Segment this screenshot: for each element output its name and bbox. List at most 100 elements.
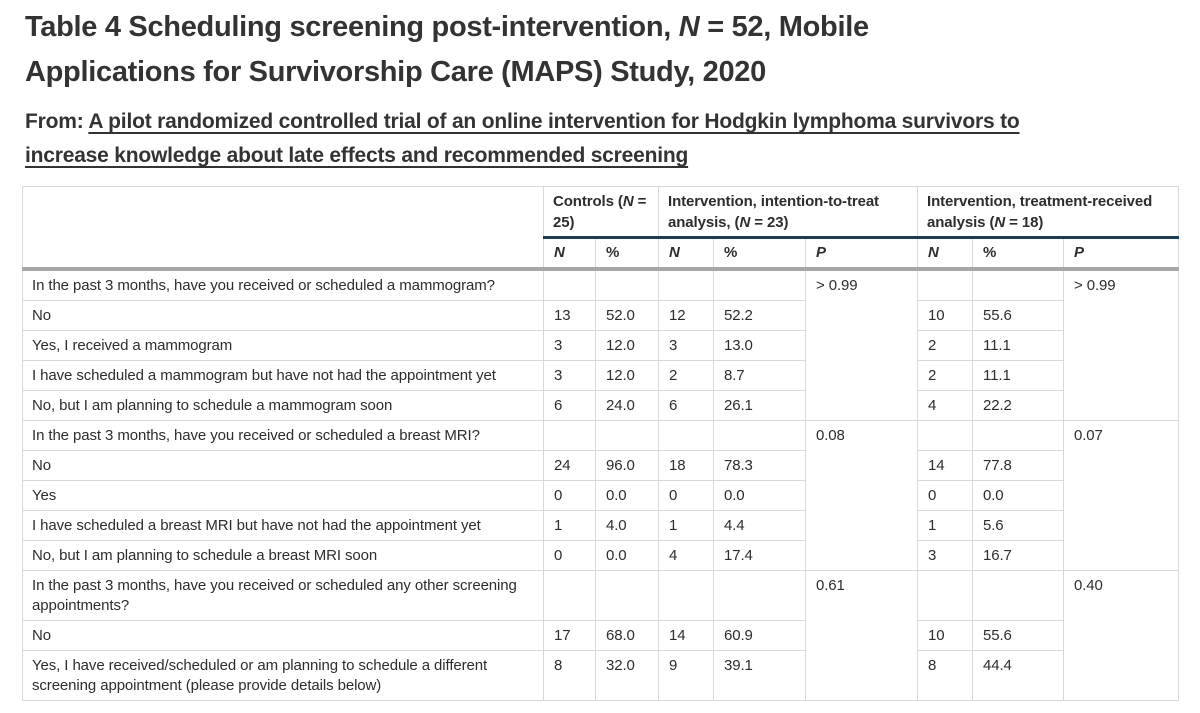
value-cell: 4.0	[595, 510, 659, 541]
col-header-tr-pct: %	[972, 237, 1064, 270]
title-text-pre: Table 4 Scheduling screening post-interv…	[25, 11, 679, 43]
value-cell: 1	[543, 510, 596, 541]
value-cell: 0.0	[595, 540, 659, 571]
value-cell: 39.1	[713, 650, 806, 701]
value-cell: 8.7	[713, 360, 806, 391]
answer-row: Yes, I received a mammogram 3 12.0 3 13.0 2 11…	[22, 330, 1179, 361]
empty-cell	[595, 570, 659, 621]
value-cell: 11.1	[972, 330, 1064, 361]
p-value-itt: > 0.99	[805, 267, 918, 421]
answer-label: No	[22, 450, 544, 481]
value-cell: 14	[658, 620, 714, 651]
group-controls-post: = 25)	[553, 193, 647, 231]
value-cell: 12	[658, 300, 714, 331]
p-value-treatment-received: 0.07	[1063, 420, 1179, 571]
answer-label: No	[22, 300, 544, 331]
answer-row: I have scheduled a breast MRI but have n…	[22, 510, 1179, 541]
answer-row: No, but I am planning to schedule a brea…	[22, 540, 1179, 571]
answer-label: Yes, I received a mammogram	[22, 330, 544, 361]
value-cell: 18	[658, 450, 714, 481]
value-cell: 32.0	[595, 650, 659, 701]
empty-cell	[543, 570, 596, 621]
value-cell: 55.6	[972, 620, 1064, 651]
value-cell: 13.0	[713, 330, 806, 361]
subheader-row: N % N % P N % P	[23, 237, 1179, 270]
p-value-treatment-received: 0.40	[1063, 570, 1179, 701]
group-controls-text: Controls (	[553, 193, 623, 210]
value-cell: 22.2	[972, 390, 1064, 421]
answer-row: No 17 68.0 14 60.9 10 55.6	[22, 620, 1179, 651]
value-cell: 0	[658, 480, 714, 511]
group-itt-text: Intervention, intention-to-treat analysi…	[668, 193, 879, 231]
answer-label: I have scheduled a mammogram but have no…	[22, 360, 544, 391]
value-cell: 77.8	[972, 450, 1064, 481]
empty-cell	[658, 420, 714, 451]
question-row: In the past 3 months, have you received …	[22, 570, 1179, 701]
empty-cell	[713, 570, 806, 621]
empty-cell	[595, 267, 659, 301]
value-cell: 24	[543, 450, 596, 481]
answer-row: No 24 96.0 18 78.3 14 77.8	[22, 450, 1179, 481]
col-header-tr-n: N	[917, 237, 973, 270]
p-value-itt: 0.08	[805, 420, 918, 571]
answer-label: Yes	[22, 480, 544, 511]
question-row: In the past 3 months, have you received …	[22, 267, 1179, 421]
answer-row: I have scheduled a mammogram but have no…	[22, 360, 1179, 391]
answer-row: Yes, I have received/scheduled or am pla…	[22, 650, 1179, 701]
col-header-controls-n: N	[543, 237, 596, 270]
table-body: In the past 3 months, have you received …	[22, 267, 1179, 701]
value-cell: 14	[917, 450, 973, 481]
results-table: Controls ( N = 25) Intervention, intentio…	[22, 186, 1179, 701]
value-cell: 55.6	[972, 300, 1064, 331]
value-cell: 16.7	[972, 540, 1064, 571]
answer-row: No, but I am planning to schedule a mamm…	[22, 390, 1179, 421]
value-cell: 0	[543, 540, 596, 571]
value-cell: 3	[917, 540, 973, 571]
group-header-itt: Intervention, intention-to-treat analysi…	[658, 186, 918, 239]
group-header-treatment-received: Intervention, treatment-received analysi…	[917, 186, 1179, 239]
question-label: In the past 3 months, have you received …	[22, 420, 544, 451]
value-cell: 0.0	[713, 480, 806, 511]
group-tr-n: N	[994, 214, 1006, 231]
value-cell: 12.0	[595, 330, 659, 361]
value-cell: 6	[543, 390, 596, 421]
value-cell: 4.4	[713, 510, 806, 541]
source-article-link[interactable]: A pilot randomized controlled trial of a…	[25, 110, 1020, 167]
group-itt-post: = 23)	[750, 214, 789, 231]
value-cell: 78.3	[713, 450, 806, 481]
question-label: In the past 3 months, have you received …	[22, 570, 544, 621]
answer-label: I have scheduled a breast MRI but have n…	[22, 510, 544, 541]
answer-row: No 13 52.0 12 52.2 10 55.6	[22, 300, 1179, 331]
page-title: Table 4 Scheduling screening post-interv…	[25, 5, 1045, 95]
empty-cell	[917, 267, 973, 301]
value-cell: 0	[917, 480, 973, 511]
value-cell: 60.9	[713, 620, 806, 651]
value-cell: 11.1	[972, 360, 1064, 391]
value-cell: 13	[543, 300, 596, 331]
value-cell: 1	[658, 510, 714, 541]
value-cell: 24.0	[595, 390, 659, 421]
value-cell: 2	[917, 360, 973, 391]
answer-label: No, but I am planning to schedule a mamm…	[22, 390, 544, 421]
p-value-treatment-received: > 0.99	[1063, 267, 1179, 421]
value-cell: 2	[658, 360, 714, 391]
empty-cell	[543, 420, 596, 451]
value-cell: 5.6	[972, 510, 1064, 541]
group-itt-n: N	[739, 214, 751, 231]
empty-cell	[658, 267, 714, 301]
group-tr-text: Intervention, treatment-received analysi…	[927, 193, 1153, 231]
value-cell: 2	[917, 330, 973, 361]
corner-cell	[22, 186, 544, 269]
value-cell: 9	[658, 650, 714, 701]
value-cell: 52.0	[595, 300, 659, 331]
empty-cell	[595, 420, 659, 451]
empty-cell	[713, 267, 806, 301]
value-cell: 8	[543, 650, 596, 701]
empty-cell	[917, 420, 973, 451]
value-cell: 4	[917, 390, 973, 421]
col-header-tr-p: P	[1063, 237, 1179, 270]
empty-cell	[972, 570, 1064, 621]
empty-cell	[972, 420, 1064, 451]
value-cell: 0.0	[595, 480, 659, 511]
group-header-row: Controls ( N = 25) Intervention, intentio…	[22, 186, 1179, 269]
